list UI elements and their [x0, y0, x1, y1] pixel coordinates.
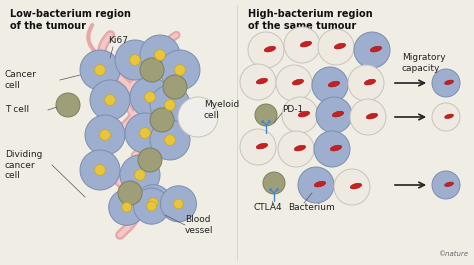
Circle shape	[284, 27, 320, 63]
Circle shape	[248, 32, 284, 68]
Circle shape	[240, 129, 276, 165]
Circle shape	[140, 35, 180, 75]
Ellipse shape	[300, 41, 311, 47]
Text: Cancer
cell: Cancer cell	[5, 70, 37, 90]
Circle shape	[95, 165, 105, 175]
Circle shape	[109, 189, 145, 225]
Circle shape	[135, 170, 146, 180]
Circle shape	[350, 99, 386, 135]
Circle shape	[348, 65, 384, 101]
Ellipse shape	[445, 182, 454, 187]
Ellipse shape	[328, 81, 340, 87]
Ellipse shape	[292, 79, 304, 85]
Circle shape	[268, 120, 271, 123]
Circle shape	[134, 188, 170, 224]
Circle shape	[135, 185, 171, 221]
Circle shape	[85, 115, 125, 155]
Circle shape	[118, 181, 142, 205]
Circle shape	[140, 128, 150, 138]
Ellipse shape	[264, 46, 276, 52]
Circle shape	[155, 50, 165, 60]
Circle shape	[178, 97, 218, 137]
Ellipse shape	[445, 114, 454, 118]
Text: Dividing
cancer
cell: Dividing cancer cell	[5, 150, 42, 180]
Circle shape	[90, 80, 130, 120]
Circle shape	[174, 65, 185, 76]
Circle shape	[150, 120, 190, 160]
Circle shape	[316, 97, 352, 133]
Circle shape	[115, 40, 155, 80]
Circle shape	[125, 113, 165, 153]
Text: Migratory
capacity: Migratory capacity	[402, 53, 446, 73]
Circle shape	[276, 188, 279, 191]
Circle shape	[282, 97, 318, 133]
Circle shape	[312, 67, 348, 103]
Circle shape	[100, 130, 110, 140]
Ellipse shape	[256, 143, 268, 149]
Circle shape	[164, 100, 175, 111]
Circle shape	[80, 50, 120, 90]
Circle shape	[432, 69, 460, 97]
Ellipse shape	[294, 145, 306, 151]
Ellipse shape	[445, 80, 454, 85]
Circle shape	[120, 155, 160, 195]
Circle shape	[122, 202, 132, 212]
Text: Low-bacterium region
of the tumour: Low-bacterium region of the tumour	[10, 9, 131, 30]
Circle shape	[148, 198, 158, 207]
Circle shape	[173, 199, 183, 209]
Circle shape	[105, 95, 115, 105]
Circle shape	[276, 65, 312, 101]
Text: T cell: T cell	[5, 105, 29, 114]
Circle shape	[163, 75, 187, 99]
Circle shape	[432, 171, 460, 199]
Circle shape	[354, 32, 390, 68]
Circle shape	[255, 104, 277, 126]
Ellipse shape	[350, 183, 362, 189]
Circle shape	[263, 172, 285, 194]
Circle shape	[314, 131, 350, 167]
Circle shape	[298, 167, 334, 203]
Circle shape	[130, 77, 170, 117]
Ellipse shape	[366, 113, 378, 119]
Circle shape	[140, 58, 164, 82]
Circle shape	[56, 93, 80, 117]
Circle shape	[318, 29, 354, 65]
Circle shape	[278, 131, 314, 167]
Circle shape	[80, 150, 120, 190]
Text: Blood
vessel: Blood vessel	[185, 215, 213, 235]
Text: PD-1: PD-1	[282, 105, 303, 114]
Ellipse shape	[298, 111, 310, 117]
Circle shape	[334, 169, 370, 205]
Circle shape	[129, 55, 140, 65]
Text: CTLA4: CTLA4	[254, 202, 283, 211]
Circle shape	[150, 108, 174, 132]
Circle shape	[146, 201, 156, 211]
Ellipse shape	[334, 43, 346, 49]
Circle shape	[150, 85, 190, 125]
Ellipse shape	[314, 181, 326, 187]
Circle shape	[261, 120, 264, 123]
Circle shape	[164, 135, 175, 145]
Text: High-bacterium region
of the same tumour: High-bacterium region of the same tumour	[248, 9, 373, 30]
Text: Myeloid
cell: Myeloid cell	[204, 100, 239, 120]
Circle shape	[160, 186, 196, 222]
Ellipse shape	[370, 46, 382, 52]
Circle shape	[160, 50, 200, 90]
Circle shape	[269, 188, 272, 191]
Text: Bacterium: Bacterium	[288, 202, 335, 211]
Ellipse shape	[332, 111, 344, 117]
Circle shape	[432, 103, 460, 131]
Circle shape	[145, 92, 155, 102]
Circle shape	[240, 64, 276, 100]
Text: ©nature: ©nature	[438, 251, 468, 257]
Circle shape	[95, 65, 105, 76]
Text: Ki67: Ki67	[108, 36, 128, 45]
Ellipse shape	[330, 145, 342, 151]
Circle shape	[138, 148, 162, 172]
Ellipse shape	[365, 79, 376, 85]
Ellipse shape	[256, 78, 268, 84]
